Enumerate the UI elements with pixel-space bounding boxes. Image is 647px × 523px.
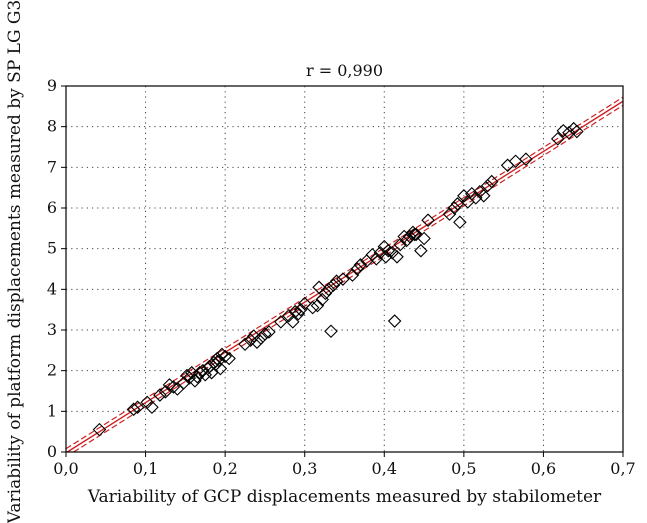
regression-line (66, 100, 624, 453)
data-point (373, 245, 388, 260)
data-points (92, 121, 584, 437)
data-point (329, 274, 344, 288)
data-point (414, 243, 428, 258)
data-point (353, 258, 368, 272)
data-point (350, 262, 365, 276)
y-tick-label: 5 (47, 239, 57, 258)
data-point (324, 324, 338, 338)
y-tick-label: 6 (47, 198, 57, 217)
data-point (305, 300, 320, 315)
data-point (92, 422, 107, 437)
x-tick-label: 0,4 (372, 459, 397, 478)
data-point (213, 361, 228, 376)
data-point (222, 351, 236, 366)
data-point (399, 233, 414, 248)
data-point (288, 304, 302, 319)
x-axis-ticks: 0,0 0,1 0,2 0,3 0,4 0,5 0,6 0,7 (53, 452, 636, 478)
data-point (215, 347, 229, 362)
data-point (457, 189, 471, 203)
data-point (407, 227, 422, 242)
data-point (238, 337, 252, 352)
data-point (254, 331, 268, 345)
x-tick-label: 0,3 (292, 459, 317, 478)
x-tick-label: 0,6 (531, 459, 556, 478)
data-point (312, 280, 326, 295)
x-tick-label: 0,2 (212, 459, 237, 478)
x-tick-label: 0,0 (53, 459, 78, 478)
chart-title: r = 0,990 (306, 61, 383, 80)
data-point (442, 207, 457, 221)
data-point (409, 227, 423, 242)
data-point (326, 278, 341, 293)
data-point (550, 132, 565, 146)
data-point (250, 335, 264, 349)
data-point (345, 268, 360, 282)
data-point (202, 359, 217, 374)
data-point (158, 385, 173, 399)
data-point (318, 286, 333, 301)
data-point (293, 302, 308, 317)
data-point (469, 191, 483, 205)
y-tick-label: 1 (47, 401, 57, 420)
data-point (453, 215, 467, 230)
data-point (297, 296, 312, 311)
data-point (274, 315, 288, 329)
data-point (315, 292, 329, 307)
y-tick-label: 2 (47, 361, 57, 380)
data-point (480, 178, 495, 193)
data-point (130, 400, 145, 415)
data-point (484, 174, 499, 189)
data-point (310, 298, 325, 313)
data-point (196, 363, 210, 378)
x-tick-label: 0,7 (610, 459, 635, 478)
x-axis-label: Variability of GCP displacements measure… (87, 487, 602, 507)
y-axis-label: Variability of platform displacements me… (5, 0, 25, 523)
data-point (126, 402, 141, 417)
data-point (402, 229, 417, 244)
data-point (476, 189, 491, 203)
data-point (188, 374, 202, 388)
data-point (291, 306, 306, 321)
y-tick-label: 4 (47, 279, 57, 298)
data-point (417, 231, 431, 246)
y-tick-label: 8 (47, 117, 57, 136)
confidence-band-upper (65, 96, 624, 450)
data-point (247, 329, 261, 343)
data-point (381, 243, 396, 258)
y-tick-label: 3 (47, 320, 57, 339)
data-point (258, 327, 272, 341)
y-tick-label: 9 (47, 76, 57, 95)
data-point (162, 378, 177, 392)
data-point (519, 152, 533, 166)
data-point (321, 282, 336, 297)
data-point (387, 314, 402, 328)
data-point (218, 349, 232, 364)
y-tick-label: 7 (47, 157, 57, 176)
regression-line-path (66, 100, 624, 453)
data-point (286, 315, 300, 329)
data-point (153, 388, 167, 402)
data-point (390, 250, 404, 264)
x-tick-label: 0,5 (451, 459, 476, 478)
data-point (447, 201, 462, 215)
data-point (166, 380, 181, 394)
y-axis-ticks: 0 1 2 3 4 5 6 7 8 9 (47, 76, 66, 461)
y-tick-label: 0 (47, 442, 57, 461)
grid-lines (66, 86, 623, 452)
data-point (562, 125, 576, 140)
data-point (570, 124, 584, 139)
x-tick-label: 0,1 (133, 459, 158, 478)
plot-frame (65, 85, 624, 453)
data-point (262, 325, 276, 339)
data-point (421, 213, 435, 227)
data-point (336, 272, 350, 286)
data-point (145, 400, 159, 415)
